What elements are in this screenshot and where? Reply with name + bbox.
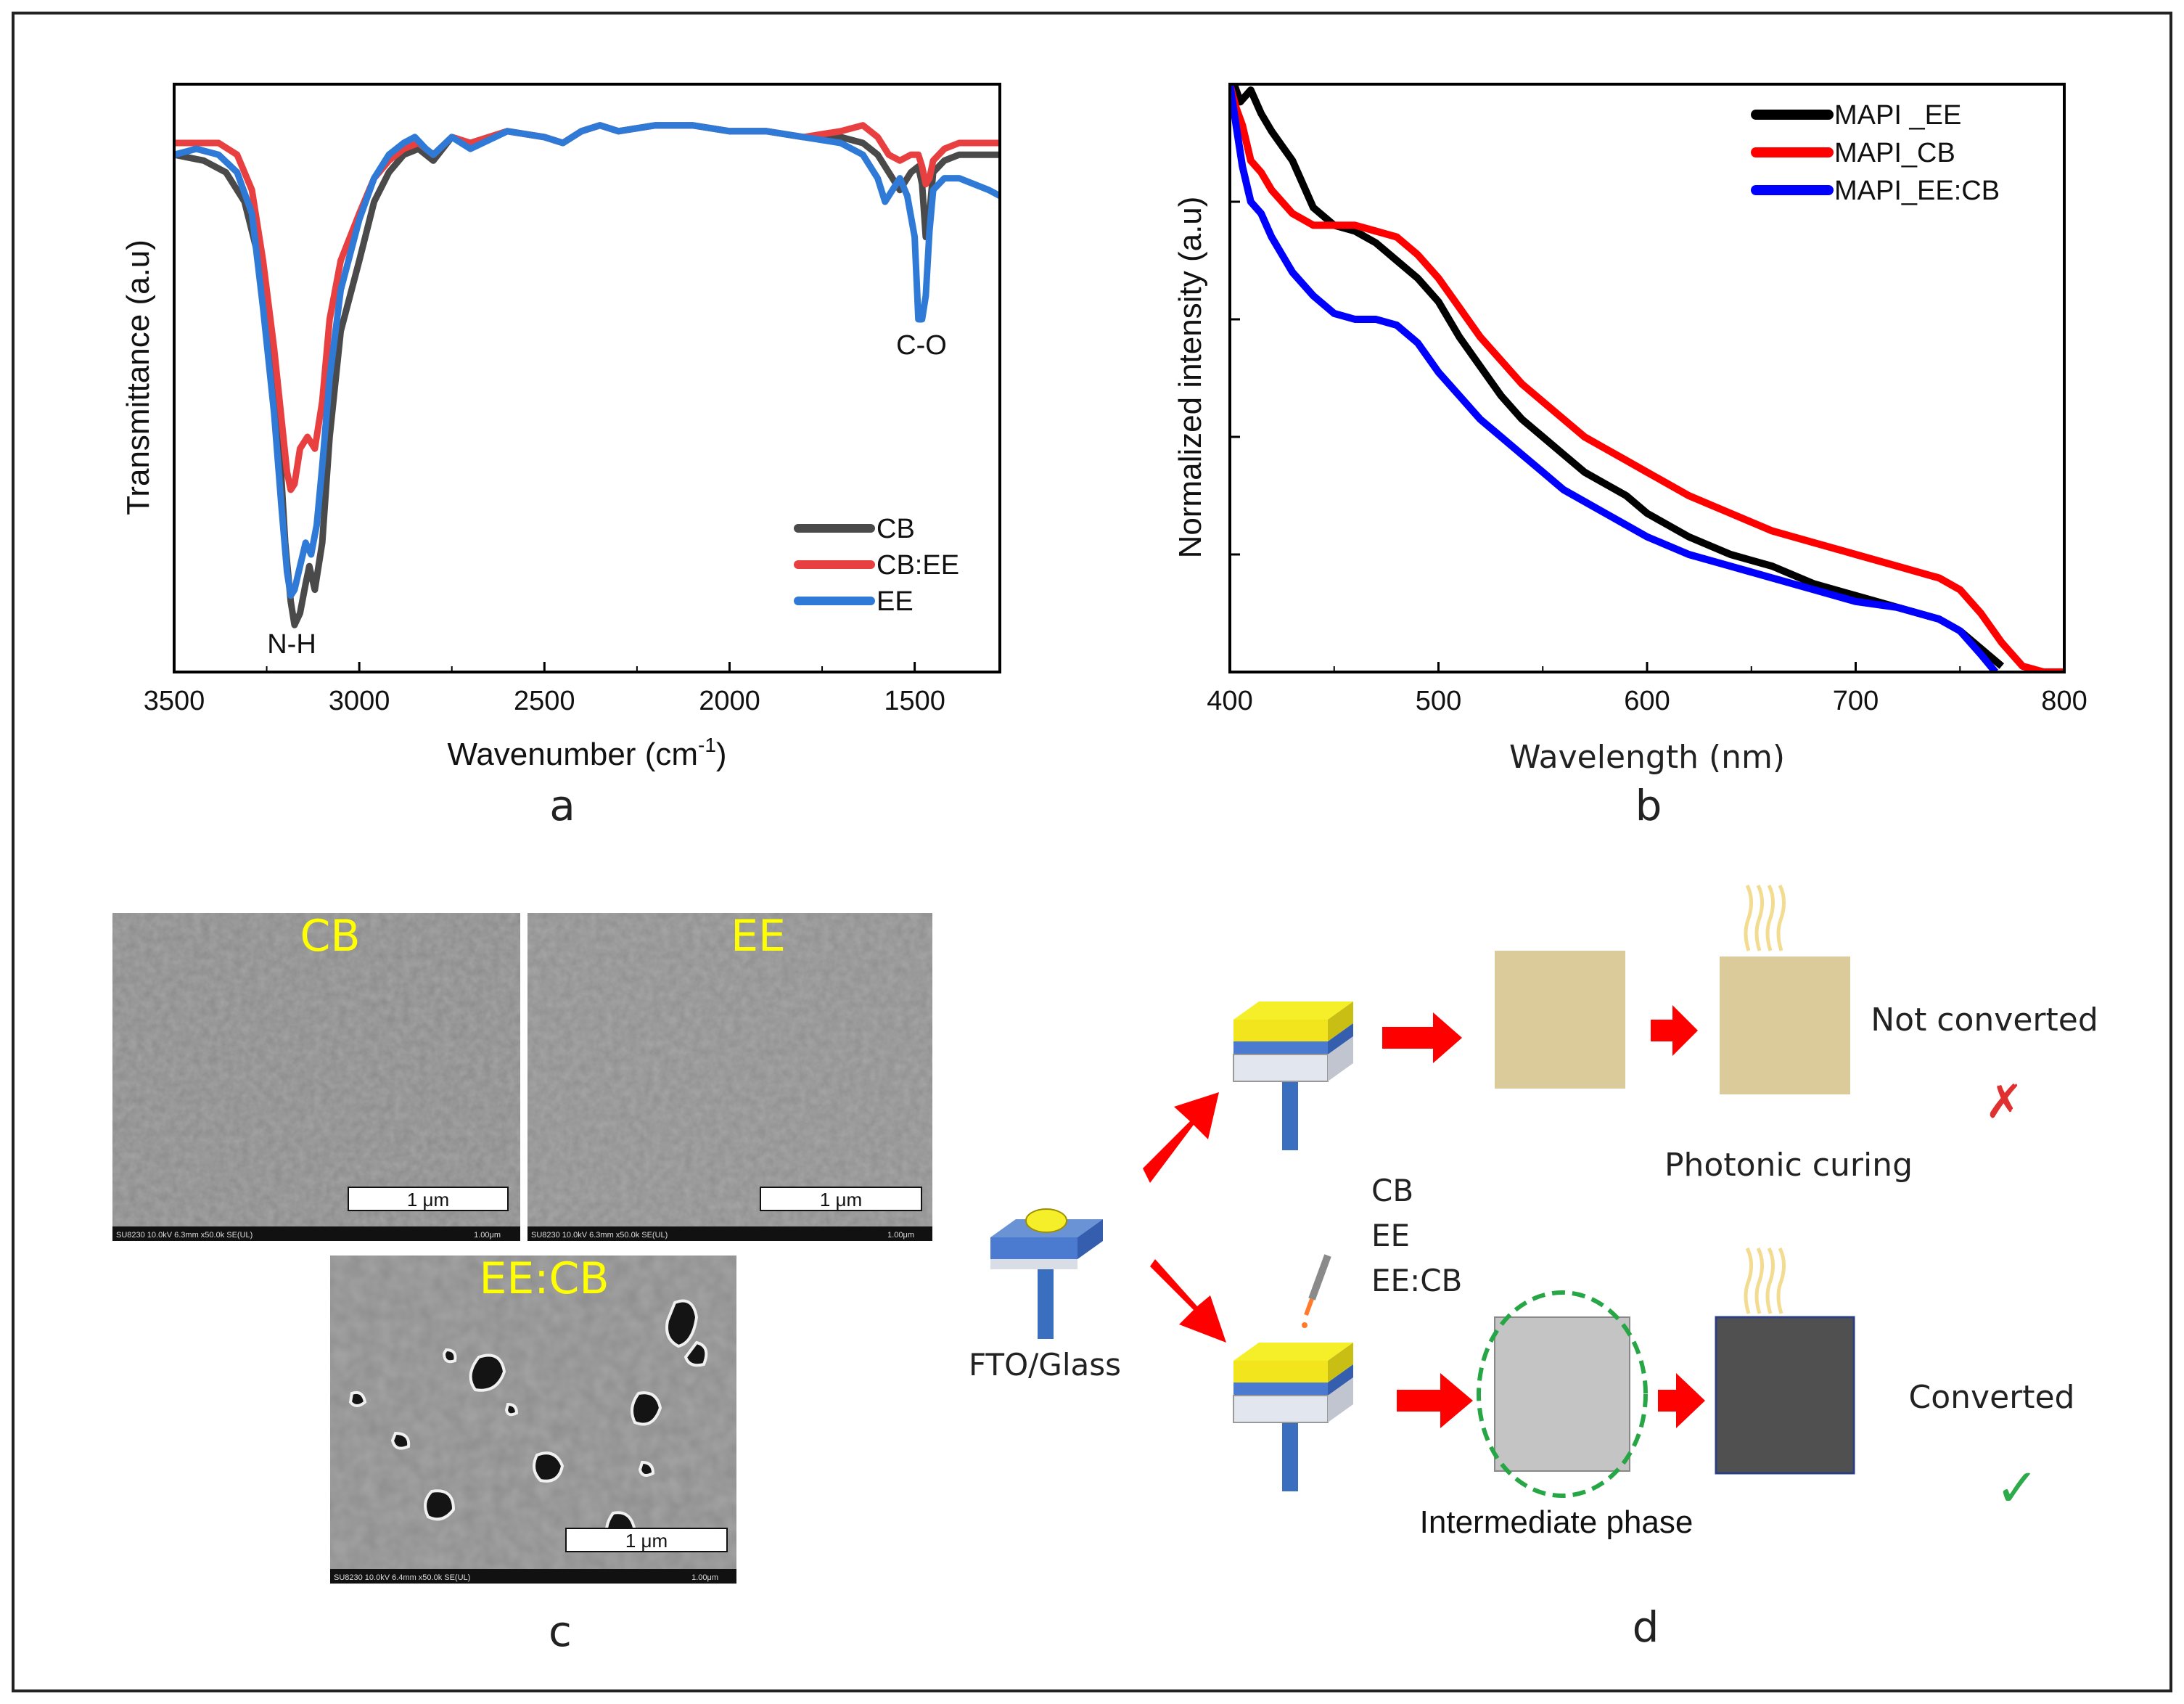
check-icon: ✓ (1995, 1457, 2039, 1518)
light-rays-bottom (1744, 1247, 1786, 1314)
series-line-mapi-ee (1231, 84, 2005, 669)
substrate-label: FTO/Glass (969, 1347, 1121, 1383)
x-tick-label: 1500 (884, 686, 945, 716)
sem-image-ee-cb: 1 μm SU8230 10.0kV 6.4mm x50.0k SE(UL) 1… (330, 1253, 736, 1584)
pipette-icon (1302, 1254, 1331, 1328)
panel-a-xlabel: Wavenumber (cm-1) (447, 734, 726, 772)
sem-image-cb: 1 μm SU8230 10.0kV 6.3mm x50.0k SE(UL) 1… (112, 911, 520, 1241)
scale-bar-label: 1 μm (820, 1189, 862, 1211)
x-tick-label: 500 (1416, 686, 1461, 716)
sem-footer-right: 1.00μm (474, 1231, 501, 1240)
arrow-up-diagonal (1143, 1092, 1219, 1183)
panel-d-schematic: FTO/Glass Not converted ✗ Photonic curin… (969, 884, 2098, 1540)
x-tick-label: 2500 (514, 686, 575, 716)
result-converted: Converted (1909, 1379, 2075, 1416)
panel-a-xlabel-main: Wavenumber (cm (447, 737, 698, 772)
sem-image-ee: 1 μm SU8230 10.0kV 6.3mm x50.0k SE(UL) 1… (527, 911, 932, 1241)
panel-a-chart: 3500 3000 2500 2000 1500 Transmittance (a.u)… (120, 83, 1001, 830)
arrow-right (1651, 1005, 1698, 1056)
panel-b-legend: MAPI _EE MAPI_CB MAPI_EE:CB (1751, 100, 2000, 206)
annotation-n-h: N-H (267, 629, 316, 660)
panel-a-xlabel-tail: ) (716, 737, 727, 772)
scale-bar-box (760, 1187, 922, 1211)
x-tick-label: 3500 (144, 686, 205, 716)
result-not-converted: Not converted (1871, 1001, 2098, 1039)
panel-d-letter: d (1633, 1602, 1659, 1652)
panel-b-letter: b (1635, 781, 1662, 830)
photonic-curing-label: Photonic curing (1664, 1147, 1913, 1184)
x-tick-label: 400 (1207, 686, 1252, 716)
substrate-with-droplet (990, 1208, 1103, 1339)
panel-b-ylabel: Normalized intensity (a.u) (1173, 197, 1208, 559)
legend-label: MAPI_EE:CB (1834, 176, 2000, 206)
arrow-right (1382, 1012, 1462, 1063)
panel-a-xlabel-sup: -1 (698, 734, 716, 756)
series-line-mapi-ee-cb (1230, 84, 1998, 672)
solvent-ee: EE (1371, 1218, 1410, 1253)
intermediate-phase-ring (1477, 1290, 1648, 1498)
panel-b-chart: 400 500 600 700 800 Normalized intensity (a.… (1173, 83, 2087, 830)
film-tan-after-curing (1720, 957, 1850, 1094)
panel-a-axes-frame (173, 83, 1001, 673)
legend-label: EE (877, 586, 914, 617)
legend-label: MAPI _EE (1834, 100, 1961, 131)
intermediate-phase-label: Intermediate phase (1420, 1504, 1694, 1540)
series-line-ee (174, 122, 1000, 599)
legend-label: CB:EE (877, 550, 959, 581)
panel-a-legend: CB CB:EE EE (794, 514, 959, 617)
annotation-c-o: C-O (896, 330, 947, 361)
scale-bar-box (565, 1528, 728, 1552)
device-stack-top (1233, 1001, 1353, 1150)
series-line-mapi-cb (1230, 84, 2064, 672)
solvent-ee-cb: EE:CB (1371, 1263, 1462, 1298)
arrow-right (1658, 1373, 1705, 1428)
light-rays-top (1744, 884, 1786, 951)
sem-footer-right: 1.00μm (887, 1231, 914, 1240)
panel-b-xlabel: Wavelength (nm) (1509, 739, 1785, 776)
scale-bar-box (348, 1187, 509, 1211)
x-tick-label: 700 (1833, 686, 1879, 716)
film-converted-dark (1715, 1316, 1855, 1475)
device-stack-bottom (1233, 1343, 1353, 1491)
sem-label-ee: EE (731, 911, 786, 962)
x-tick-label: 600 (1624, 686, 1670, 716)
solvent-cb: CB (1371, 1173, 1413, 1208)
panel-a-letter: a (549, 781, 575, 830)
x-tick-label: 2000 (699, 686, 760, 716)
scale-bar-label: 1 μm (407, 1189, 449, 1211)
sem-footer-left: SU8230 10.0kV 6.3mm x50.0k SE(UL) (116, 1231, 253, 1240)
arrow-right (1397, 1373, 1473, 1428)
x-tick-label: 3000 (329, 686, 390, 716)
arrow-down-diagonal (1150, 1259, 1226, 1343)
panel-c-letter: c (549, 1607, 572, 1656)
sem-footer-left: SU8230 10.0kV 6.4mm x50.0k SE(UL) (334, 1573, 470, 1582)
sem-footer-left: SU8230 10.0kV 6.3mm x50.0k SE(UL) (531, 1231, 668, 1240)
film-intermediate-gray (1494, 1316, 1630, 1472)
film-tan-before-curing (1495, 951, 1625, 1089)
scale-bar-label: 1 μm (625, 1530, 668, 1552)
cross-icon: ✗ (1984, 1076, 2024, 1129)
legend-label: MAPI_CB (1834, 138, 1955, 168)
sem-label-ee-cb: EE:CB (479, 1253, 609, 1304)
sem-footer-right: 1.00μm (691, 1573, 718, 1582)
panel-a-ylabel: Transmittance (a.u) (120, 239, 156, 515)
legend-label: CB (877, 514, 915, 544)
x-tick-label: 800 (2041, 686, 2087, 716)
sem-label-cb: CB (300, 911, 360, 962)
